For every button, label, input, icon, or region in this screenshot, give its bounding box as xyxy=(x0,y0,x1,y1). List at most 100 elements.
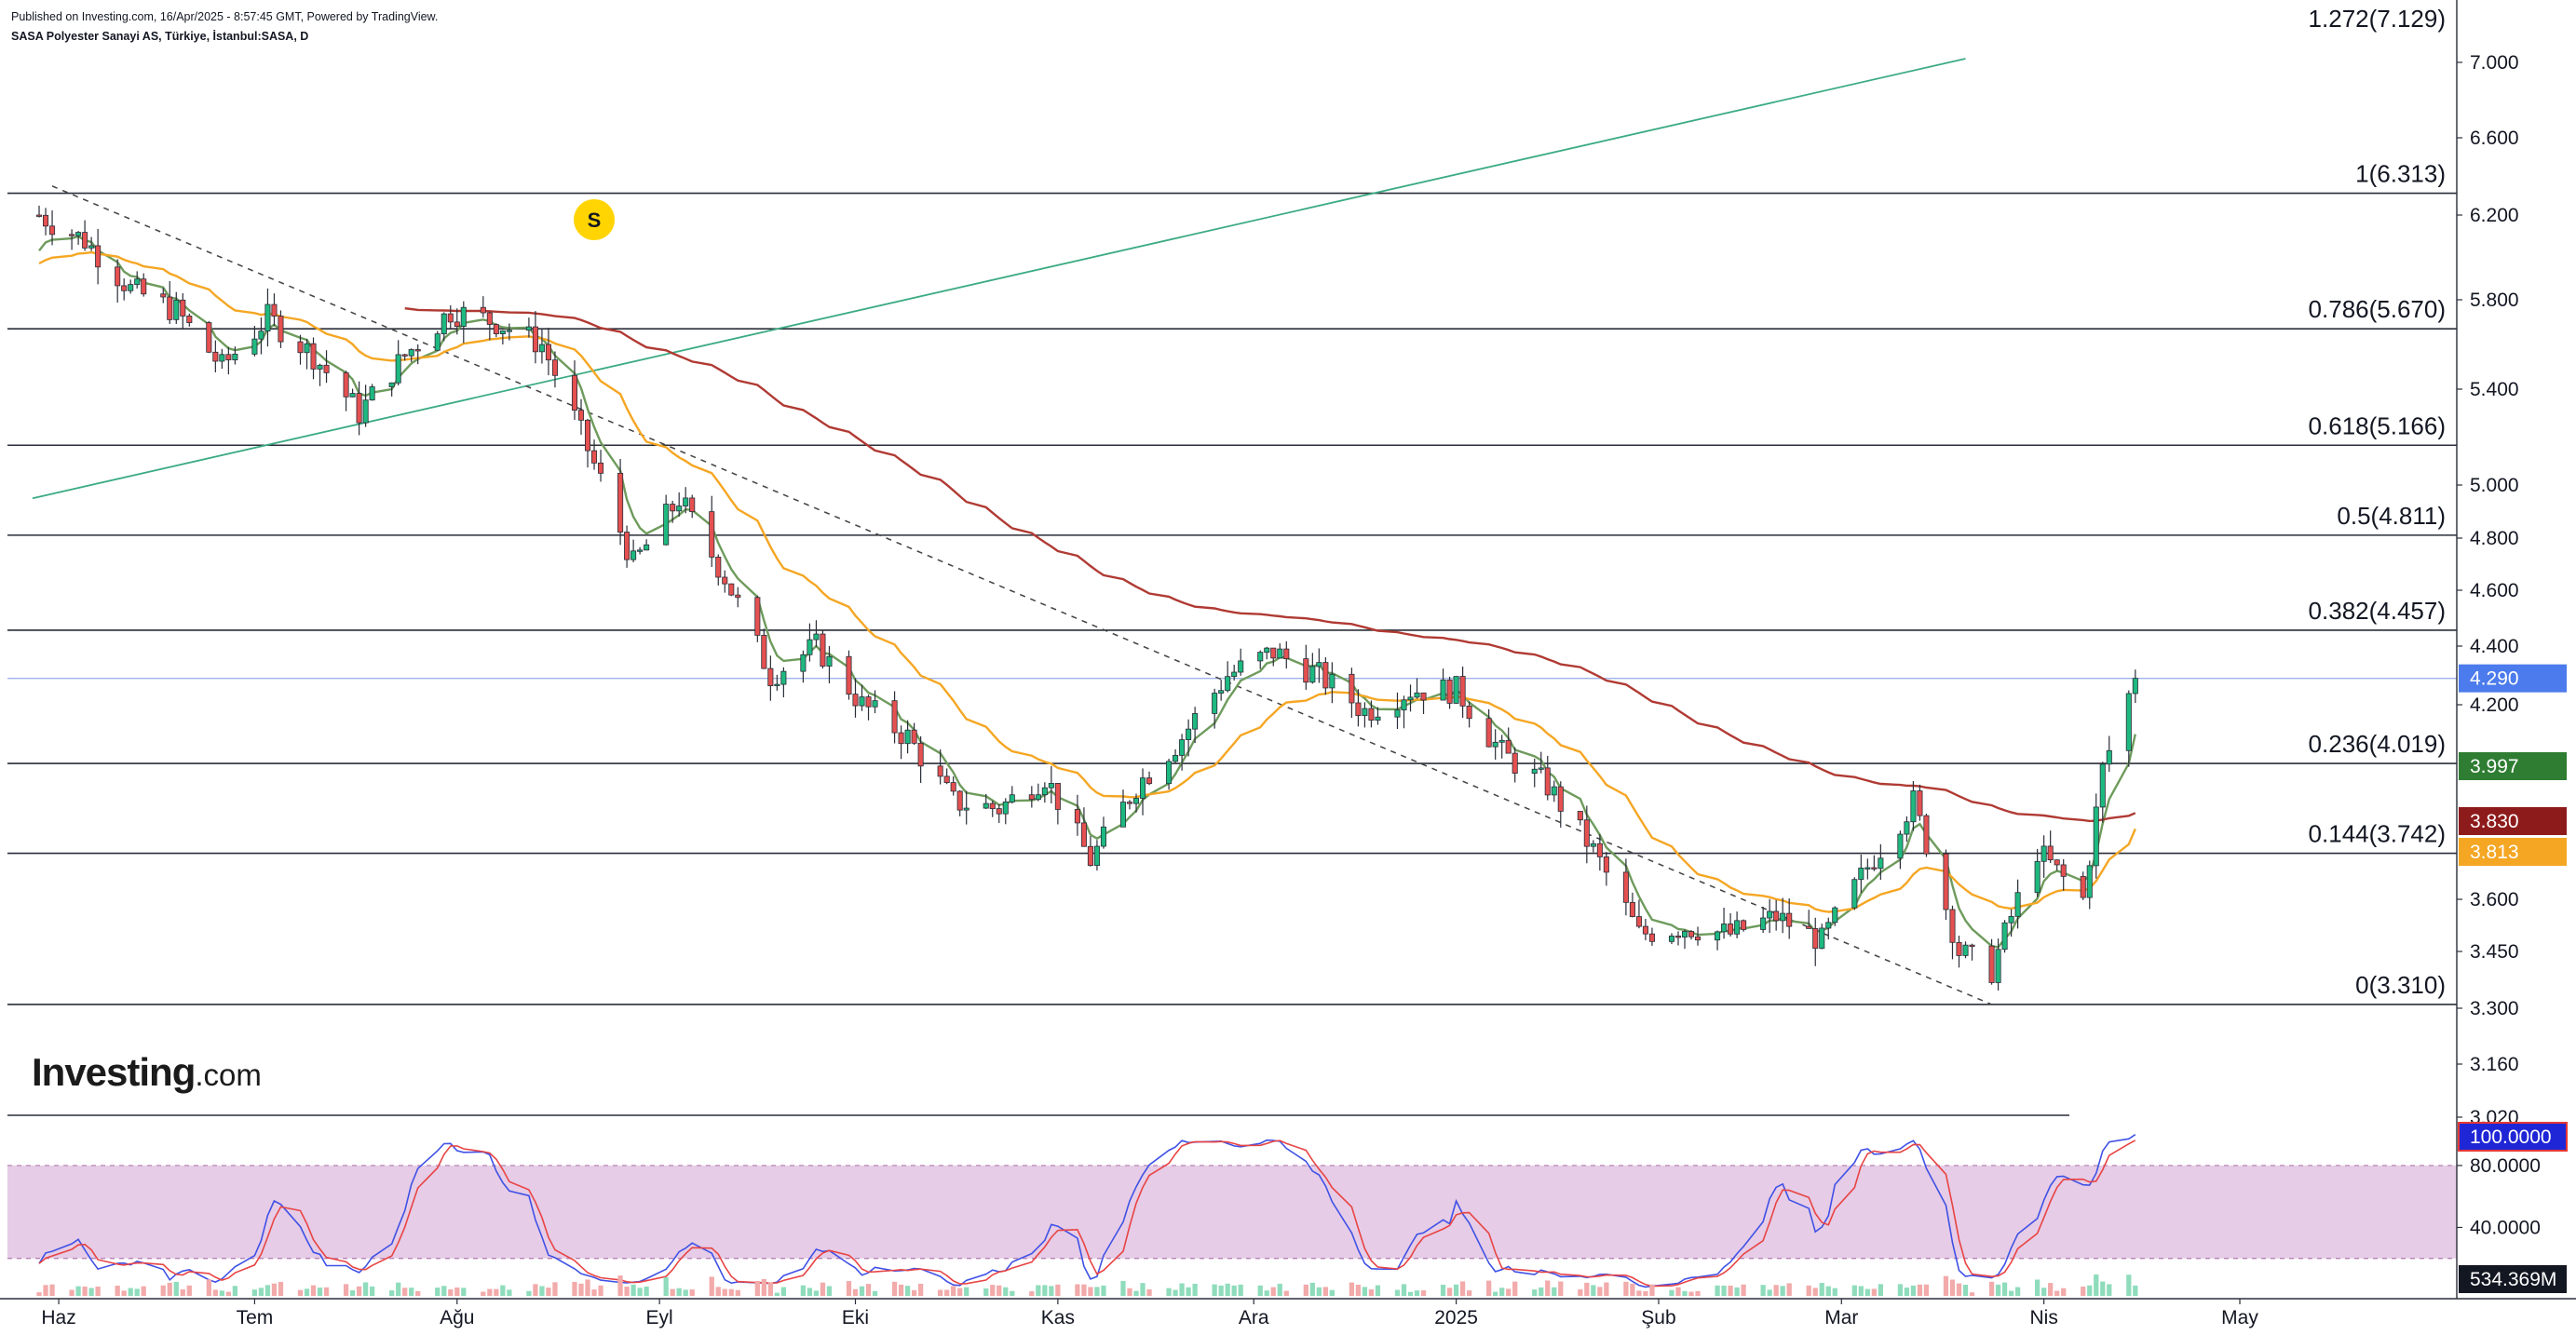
candle-up xyxy=(1851,879,1858,909)
volume-bar xyxy=(219,1290,224,1296)
volume-bar xyxy=(278,1281,284,1296)
candle-up xyxy=(2040,845,2047,862)
volume-bar xyxy=(983,1288,989,1296)
volume-bar xyxy=(813,1290,820,1296)
volume-bar xyxy=(1825,1286,1831,1296)
volume-bar xyxy=(624,1286,630,1296)
y-tick-label: 4.800 xyxy=(2470,528,2519,549)
candle-up xyxy=(2093,806,2099,867)
fib-label: 0.382(4.457) xyxy=(2309,597,2446,625)
candle-down xyxy=(689,497,696,513)
last-price-badge-label: 4.290 xyxy=(2470,668,2519,690)
volume-bar xyxy=(1558,1281,1564,1296)
candle-down xyxy=(846,655,852,695)
candle-up xyxy=(1551,786,1557,796)
volume-bar xyxy=(533,1284,538,1296)
volume-bar xyxy=(1643,1290,1648,1296)
event-marker[interactable]: S xyxy=(574,199,616,240)
volume-bar xyxy=(1420,1290,1427,1296)
candle-down xyxy=(1146,777,1153,785)
candle-up xyxy=(1767,910,1773,919)
volume-bar xyxy=(891,1281,898,1296)
volume-bar xyxy=(2008,1290,2014,1296)
candle-down xyxy=(1577,811,1583,821)
volume-bar xyxy=(369,1286,375,1296)
volume-bar xyxy=(728,1288,734,1296)
candle-up xyxy=(1407,696,1414,701)
candle-up xyxy=(1864,867,1871,870)
candle-down xyxy=(1812,928,1819,950)
volume-bar xyxy=(1036,1285,1041,1296)
event-marker-label: S xyxy=(588,209,602,232)
candle-down xyxy=(1368,708,1375,721)
candle-up xyxy=(663,504,670,546)
candle-up xyxy=(251,338,258,355)
volume-bar xyxy=(807,1288,813,1296)
candle-up xyxy=(1035,794,1041,801)
stochastic-band xyxy=(7,1165,2457,1259)
volume-bar xyxy=(310,1285,317,1296)
volume-bar xyxy=(1910,1285,1917,1296)
volume-bar xyxy=(754,1281,760,1296)
candle-down xyxy=(761,634,767,669)
event-marker-dot xyxy=(574,199,616,240)
candle-down xyxy=(271,303,278,317)
candle-down xyxy=(95,245,102,268)
candle-down xyxy=(1773,910,1780,922)
stochastic-k-line xyxy=(38,1134,2136,1288)
candle-down xyxy=(551,359,558,376)
candle-up xyxy=(1173,755,1179,762)
volume-bar xyxy=(121,1290,127,1296)
volume-bar xyxy=(1506,1288,1512,1296)
volume-bar xyxy=(1604,1282,1609,1296)
volume-bar xyxy=(186,1285,192,1296)
candle-down xyxy=(911,729,917,744)
volume-bar xyxy=(441,1286,447,1296)
volume-bar xyxy=(134,1288,140,1296)
candle-down xyxy=(1420,692,1427,701)
candle-down xyxy=(297,341,304,354)
candle-down xyxy=(141,278,147,295)
volume-bar xyxy=(1682,1290,1688,1296)
volume-bar xyxy=(1120,1280,1126,1296)
volume-bar xyxy=(1049,1286,1054,1296)
volume-bar xyxy=(1140,1283,1146,1296)
candle-down xyxy=(35,214,43,217)
candle-down xyxy=(709,511,715,558)
candle-down xyxy=(1786,912,1793,927)
y-tick-label: 5.000 xyxy=(2470,475,2519,496)
volume-bar xyxy=(167,1282,172,1296)
volume-bar xyxy=(2061,1288,2067,1296)
candle-down xyxy=(1485,718,1492,748)
candle-up xyxy=(460,306,467,328)
candle-down xyxy=(212,351,219,362)
ema-slow-line xyxy=(404,307,2136,823)
candle-up xyxy=(630,550,637,560)
candle-down xyxy=(1596,843,1603,857)
candle-up xyxy=(2099,763,2106,808)
volume-bar xyxy=(990,1285,996,1296)
volume-bar xyxy=(1349,1282,1355,1296)
candle-up xyxy=(1734,920,1741,935)
candle-down xyxy=(950,782,956,792)
candle-up xyxy=(2014,892,2021,917)
candle-up xyxy=(1492,741,1498,748)
volume-bar xyxy=(670,1288,675,1296)
fib-label: 1.272(7.129) xyxy=(2309,5,2446,33)
volume-bar xyxy=(88,1288,94,1296)
candle-down xyxy=(43,214,49,227)
volume-bar xyxy=(872,1290,878,1296)
volume-bar xyxy=(1897,1284,1904,1296)
candle-up xyxy=(1100,826,1106,847)
volume-bar xyxy=(1597,1287,1603,1296)
volume-bar xyxy=(951,1286,956,1296)
candle-down xyxy=(1642,925,1648,935)
y-tick-label: 6.600 xyxy=(2470,128,2519,149)
volume-bar xyxy=(95,1286,101,1296)
volume-bar xyxy=(507,1289,512,1296)
candle-down xyxy=(1283,648,1290,659)
volume-bar xyxy=(481,1291,486,1296)
candle-up xyxy=(538,344,545,353)
volume-bar xyxy=(780,1287,787,1296)
